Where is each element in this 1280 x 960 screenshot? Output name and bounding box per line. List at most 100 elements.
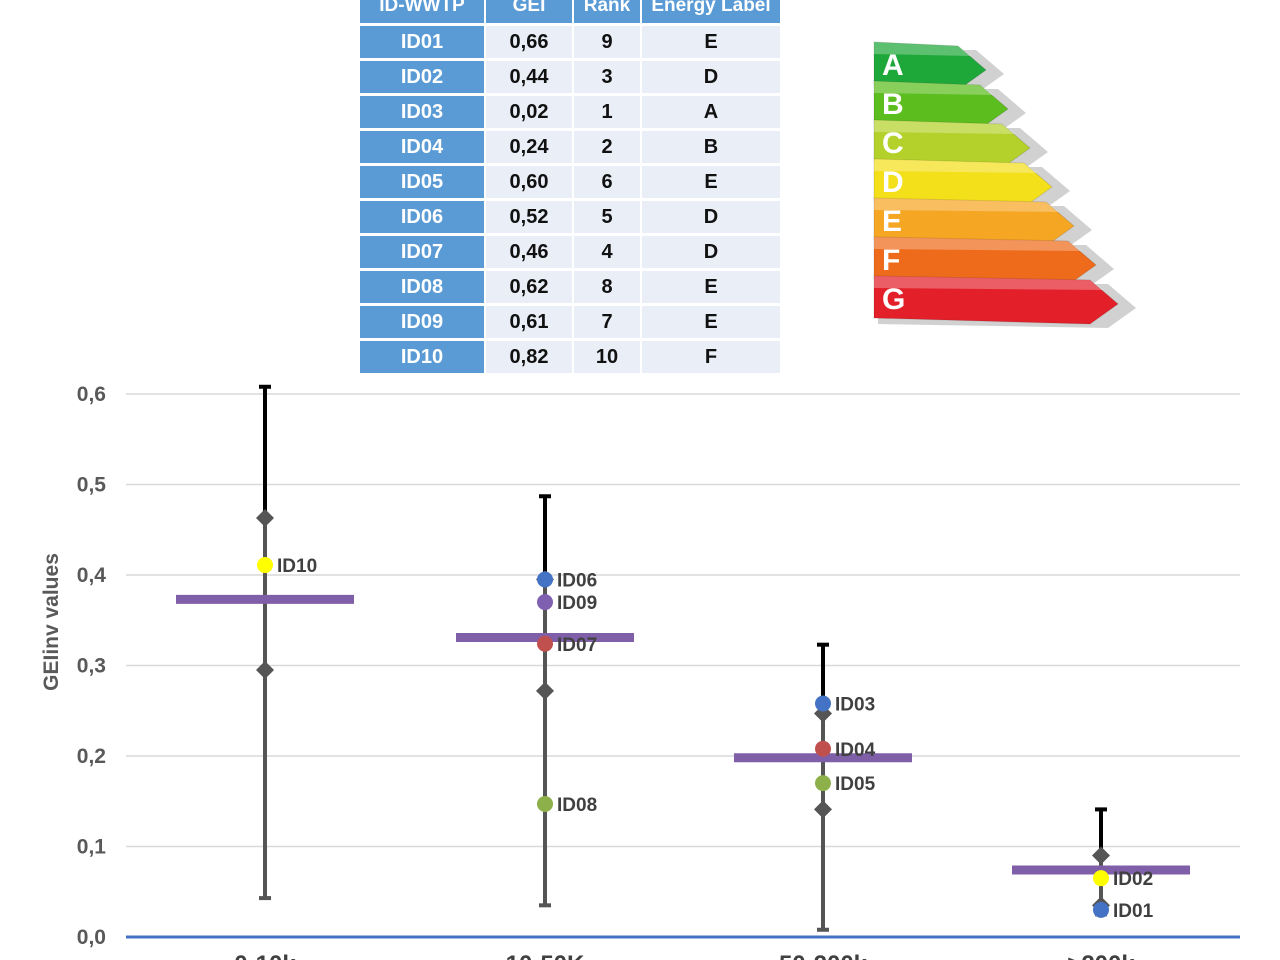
cell-rank: 8 [574,271,640,303]
cell-gei: 0,66 [486,26,572,58]
header-energy-label: Energy Label [642,0,780,23]
header-id-wwtp: ID-WWTP [360,0,484,23]
energy-letter: A [882,49,904,82]
table-row: ID10 0,82 10 F [360,341,780,373]
cell-gei: 0,44 [486,61,572,93]
x-tick-label: >200k [1067,951,1135,960]
energy-bar-a: A [873,41,1004,94]
y-tick-label: 0,0 [77,926,106,949]
cell-energy-label: D [642,61,780,93]
cell-gei: 0,24 [486,131,572,163]
point-label: ID04 [835,740,876,761]
y-tick-label: 0,1 [77,836,107,859]
y-tick-label: 0,6 [77,383,106,406]
cell-id: ID01 [360,26,484,58]
chart-gridlines [126,393,1240,848]
point-label: ID05 [835,774,876,795]
header-rank: Rank [574,0,640,23]
energy-letter: B [882,88,904,121]
energy-bar-f: F [873,236,1114,289]
cell-gei: 0,82 [486,341,572,373]
cell-id: ID03 [360,96,484,128]
cell-gei: 0,61 [486,306,572,338]
point-id03 [815,695,831,712]
point-label: ID01 [1113,901,1154,922]
q1-marker [536,681,554,700]
energy-bar-b: B [873,80,1026,133]
energy-letter: D [882,166,904,199]
cell-gei: 0,52 [486,201,572,233]
cell-energy-label: B [642,131,780,163]
q1-marker [256,661,274,680]
table-row: ID03 0,02 1 A [360,96,780,128]
q1-marker [814,800,832,819]
cell-rank: 4 [574,236,640,268]
x-tick-label: 0-10k [234,951,296,960]
point-id01 [1093,901,1109,918]
y-tick-label: 0,5 [77,474,107,497]
point-id10 [257,557,273,574]
x-tick-label: 50-200k [779,951,868,960]
cell-energy-label: D [642,201,780,233]
cell-energy-label: E [642,26,780,58]
point-id07 [537,635,553,652]
cell-rank: 9 [574,26,640,58]
q3-marker [256,508,274,527]
energy-letter: C [882,127,904,160]
point-label: ID10 [277,556,317,577]
cell-energy-label: F [642,341,780,373]
table-row: ID02 0,44 3 D [360,61,780,93]
cell-id: ID02 [360,61,484,93]
table-row: ID07 0,46 4 D [360,236,780,268]
cell-rank: 2 [574,131,640,163]
energy-bar-g: G [873,275,1136,328]
group-0: ID10 [176,384,354,901]
energy-letter: F [882,244,900,277]
cell-id: ID09 [360,306,484,338]
cell-gei: 0,62 [486,271,572,303]
x-axis-ticks: 0-10k 10-50K 50-200k >200k [234,951,1135,960]
cell-rank: 1 [574,96,640,128]
y-axis-ticks: 0,0 0,1 0,2 0,3 0,4 0,5 0,6 [77,383,107,949]
point-label: ID07 [557,635,597,656]
point-id06 [537,571,553,588]
energy-letter: E [882,205,902,238]
cell-energy-label: E [642,166,780,198]
energy-letter: G [882,283,905,316]
cell-id: ID07 [360,236,484,268]
cell-energy-label: A [642,96,780,128]
cell-id: ID05 [360,166,484,198]
table-row: ID09 0,61 7 E [360,306,780,338]
cell-rank: 3 [574,61,640,93]
point-label: ID09 [557,593,597,614]
cell-energy-label: E [642,271,780,303]
cell-rank: 6 [574,166,640,198]
point-id02 [1093,870,1109,887]
table-row: ID05 0,60 6 E [360,166,780,198]
cell-gei: 0,02 [486,96,572,128]
cell-energy-label: D [642,236,780,268]
point-label: ID06 [557,571,597,592]
point-id09 [537,594,553,611]
point-label: ID02 [1113,869,1153,890]
header-gei: GEI [486,0,572,23]
cell-rank: 7 [574,306,640,338]
cell-energy-label: E [642,306,780,338]
q3-marker [1092,846,1110,865]
cell-gei: 0,46 [486,236,572,268]
gei-ranking-table: ID-WWTP GEI Rank Energy Label ID01 0,66 … [358,0,782,376]
point-label: ID03 [835,695,875,716]
point-id08 [537,795,553,812]
cell-id: ID04 [360,131,484,163]
cell-id: ID10 [360,341,484,373]
point-id05 [815,775,831,792]
x-tick-label: 10-50K [506,951,585,960]
group-2: ID03 ID04 ID05 [734,642,912,932]
point-id04 [815,740,831,757]
table-row: ID08 0,62 8 E [360,271,780,303]
cell-id: ID06 [360,201,484,233]
